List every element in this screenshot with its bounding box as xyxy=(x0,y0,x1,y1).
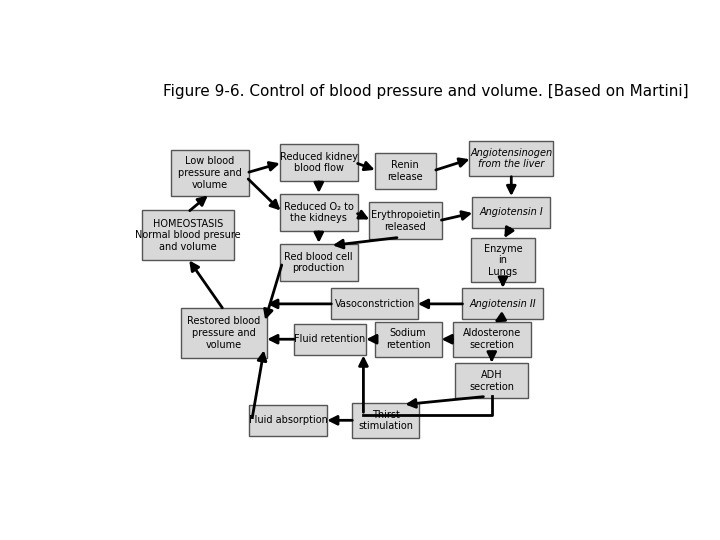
Text: Red blood cell
production: Red blood cell production xyxy=(284,252,353,273)
Text: Sodium
retention: Sodium retention xyxy=(386,328,431,350)
Text: Restored blood
pressure and
volume: Restored blood pressure and volume xyxy=(187,316,261,349)
Text: Renin
release: Renin release xyxy=(387,160,423,181)
FancyBboxPatch shape xyxy=(374,153,436,188)
Text: Erythropoietin
released: Erythropoietin released xyxy=(371,210,440,232)
FancyBboxPatch shape xyxy=(471,238,535,282)
Text: Fluid absorption: Fluid absorption xyxy=(248,415,328,426)
Text: ADH
secretion: ADH secretion xyxy=(469,370,514,392)
Text: Reduced O₂ to
the kidneys: Reduced O₂ to the kidneys xyxy=(284,201,354,223)
Text: Low blood
pressure and
volume: Low blood pressure and volume xyxy=(178,156,242,190)
FancyBboxPatch shape xyxy=(472,197,550,228)
FancyBboxPatch shape xyxy=(279,144,358,181)
FancyBboxPatch shape xyxy=(352,403,419,438)
Text: Thirst
stimulation: Thirst stimulation xyxy=(359,409,413,431)
Text: Vasoconstriction: Vasoconstriction xyxy=(335,299,415,309)
Text: Angiotensin II: Angiotensin II xyxy=(469,299,536,309)
FancyBboxPatch shape xyxy=(456,363,528,399)
FancyBboxPatch shape xyxy=(469,141,553,176)
Text: Angiotensinogen
from the liver: Angiotensinogen from the liver xyxy=(470,147,552,169)
FancyBboxPatch shape xyxy=(462,288,544,320)
Text: Enzyme
in
Lungs: Enzyme in Lungs xyxy=(484,244,522,277)
Text: Reduced kidney
blood flow: Reduced kidney blood flow xyxy=(280,152,358,173)
FancyBboxPatch shape xyxy=(279,244,358,281)
Text: Angiotensin I: Angiotensin I xyxy=(480,207,543,218)
FancyBboxPatch shape xyxy=(142,211,234,260)
Text: Aldosterone
secretion: Aldosterone secretion xyxy=(463,328,521,350)
FancyBboxPatch shape xyxy=(369,202,441,239)
FancyBboxPatch shape xyxy=(181,308,267,358)
FancyBboxPatch shape xyxy=(453,321,531,357)
Text: Fluid retention: Fluid retention xyxy=(294,334,366,344)
Text: Figure 9-6. Control of blood pressure and volume. [Based on Martini]: Figure 9-6. Control of blood pressure an… xyxy=(163,84,688,98)
FancyBboxPatch shape xyxy=(171,150,249,196)
FancyBboxPatch shape xyxy=(279,194,358,231)
Text: HOMEOSTASIS
Normal blood presure
and volume: HOMEOSTASIS Normal blood presure and vol… xyxy=(135,219,240,252)
FancyBboxPatch shape xyxy=(331,288,418,320)
FancyBboxPatch shape xyxy=(294,323,366,355)
FancyBboxPatch shape xyxy=(249,404,327,436)
FancyBboxPatch shape xyxy=(374,321,441,357)
